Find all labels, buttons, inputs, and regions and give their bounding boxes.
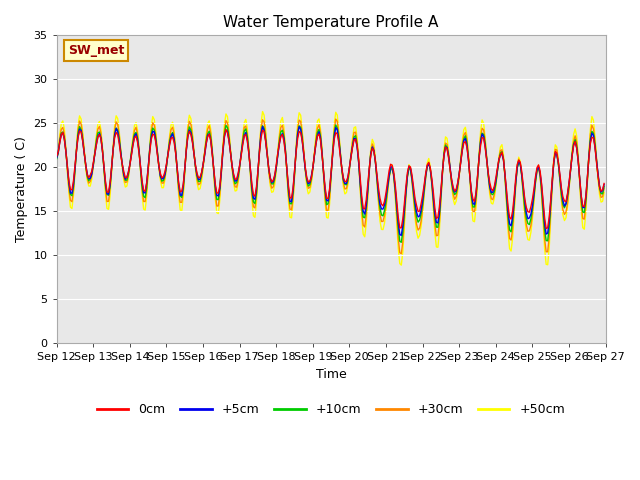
Title: Water Temperature Profile A: Water Temperature Profile A [223,15,439,30]
X-axis label: Time: Time [316,368,346,381]
Legend: 0cm, +5cm, +10cm, +30cm, +50cm: 0cm, +5cm, +10cm, +30cm, +50cm [92,398,570,421]
Text: SW_met: SW_met [68,44,124,57]
Y-axis label: Temperature ( C): Temperature ( C) [15,136,28,242]
